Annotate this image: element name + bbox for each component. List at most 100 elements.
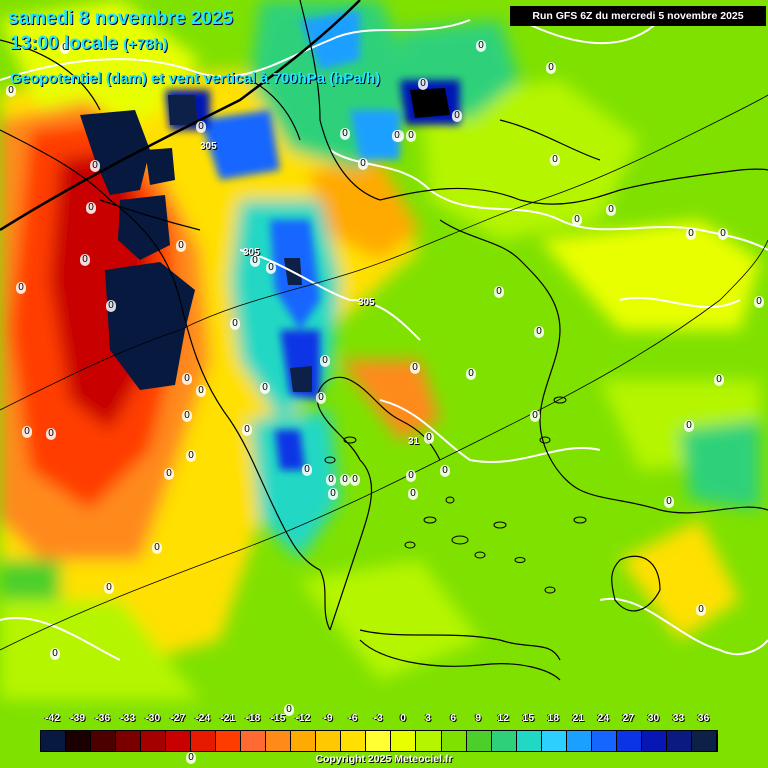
zero-marker: 0 [328, 488, 338, 500]
zero-marker: 0 [408, 488, 418, 500]
zero-marker: 0 [242, 424, 252, 436]
map-time-value: 13:00 locale [10, 33, 118, 54]
zero-marker: 0 [250, 255, 260, 267]
legend-tick: -24 [195, 712, 211, 724]
zero-marker: 0 [494, 286, 504, 298]
legend-swatch [366, 731, 392, 751]
legend-swatch [566, 731, 592, 751]
zero-marker: 0 [664, 496, 674, 508]
zero-marker: 0 [186, 450, 196, 462]
zero-marker: 0 [182, 410, 192, 422]
zero-marker: 0 [164, 468, 174, 480]
zero-marker: 0 [418, 78, 428, 90]
legend-swatch [91, 731, 117, 751]
legend-tick: -6 [348, 712, 358, 724]
zero-marker: 0 [152, 542, 162, 554]
legend-swatch [441, 731, 467, 751]
legend-tick: 33 [672, 712, 685, 724]
legend-ticks: -42 -39 -36 -33 -30 -27 -24 -21 -18 -15 -12 -9 -6 -3 0… [0, 712, 768, 728]
legend-swatch [641, 731, 667, 751]
zero-marker: 0 [466, 368, 476, 380]
legend-swatch [691, 731, 717, 751]
legend-tick: 27 [622, 712, 635, 724]
zero-marker: 0 [358, 158, 368, 170]
legend-bar [40, 730, 718, 752]
legend-swatch [266, 731, 292, 751]
zero-marker: 0 [476, 40, 486, 52]
legend-swatch [341, 731, 367, 751]
geopotential-contours [0, 19, 768, 661]
zero-marker: 0 [392, 130, 402, 142]
zero-marker: 0 [606, 204, 616, 216]
zero-marker: 0 [550, 154, 560, 166]
legend-tick: -33 [120, 712, 136, 724]
legend-tick: -27 [170, 712, 186, 724]
legend-swatch [491, 731, 517, 751]
zero-marker: 0 [406, 470, 416, 482]
legend-tick: -9 [323, 712, 333, 724]
zero-marker: 0 [6, 85, 16, 97]
legend-tick: 3 [425, 712, 431, 724]
zero-marker: 0 [50, 648, 60, 660]
zero-marker: 0 [326, 474, 336, 486]
map-parameter: Geopotentiel (dam) et vent vertical à 70… [10, 70, 381, 87]
zero-marker: 0 [340, 128, 350, 140]
forecast-lead: (+78h) [123, 36, 168, 53]
legend-tick: 30 [647, 712, 660, 724]
legend-swatch [416, 731, 442, 751]
zero-marker: 0 [440, 465, 450, 477]
legend-swatch [116, 731, 142, 751]
zero-marker: 0 [410, 362, 420, 374]
legend-tick: -18 [245, 712, 261, 724]
legend-swatch [291, 731, 317, 751]
contour-label: 305 [358, 297, 375, 308]
run-info: Run GFS 6Z du mercredi 5 novembre 2025 [510, 6, 766, 26]
copyright: Copyright 2025 Meteociel.fr [315, 753, 453, 765]
zero-marker: 0 [86, 202, 96, 214]
zero-marker: 0 [546, 62, 556, 74]
zero-marker: 0 [230, 318, 240, 330]
zero-marker: 0 [714, 374, 724, 386]
legend-swatch [41, 731, 67, 751]
zero-marker: 0 [16, 282, 26, 294]
zero-marker: 0 [196, 121, 206, 133]
map-time: 13:00 locale (+78h) [10, 33, 168, 55]
legend-bottom-zero: 0 [186, 752, 196, 764]
legend-tick: -36 [94, 712, 111, 724]
zero-marker: 0 [424, 432, 434, 444]
zero-marker: 0 [696, 604, 706, 616]
legend-swatch [141, 731, 167, 751]
legend-tick: -21 [220, 712, 236, 724]
zero-marker: 0 [340, 474, 350, 486]
zero-marker: 0 [320, 355, 330, 367]
zero-marker: 0 [182, 373, 192, 385]
zero-marker: 0 [684, 420, 694, 432]
zero-marker: 0 [22, 426, 32, 438]
legend-swatch [391, 731, 417, 751]
legend-tick: -39 [69, 712, 86, 724]
zero-marker: 0 [80, 254, 90, 266]
legend-swatch [66, 731, 92, 751]
islands [324, 396, 587, 594]
map-date: samedi 8 novembre 2025 [8, 8, 233, 29]
legend-swatch [591, 731, 617, 751]
legend-swatch [316, 731, 342, 751]
zero-marker: 0 [452, 110, 462, 122]
zero-marker: 0 [176, 240, 186, 252]
legend-tick: -42 [44, 712, 61, 724]
legend-tick: -30 [145, 712, 161, 724]
zero-marker: 0 [284, 704, 294, 716]
zero-marker: 0 [60, 42, 70, 54]
legend-tick: 18 [547, 712, 560, 724]
legend-tick: 15 [522, 712, 535, 724]
contour-label: 31 [408, 436, 420, 447]
legend-swatch [516, 731, 542, 751]
legend-tick: 36 [697, 712, 710, 724]
contour-label: 305 [200, 141, 217, 152]
legend-tick: -3 [373, 712, 383, 724]
zero-marker: 0 [754, 296, 764, 308]
zero-marker: 0 [260, 382, 270, 394]
legend-swatch [191, 731, 217, 751]
